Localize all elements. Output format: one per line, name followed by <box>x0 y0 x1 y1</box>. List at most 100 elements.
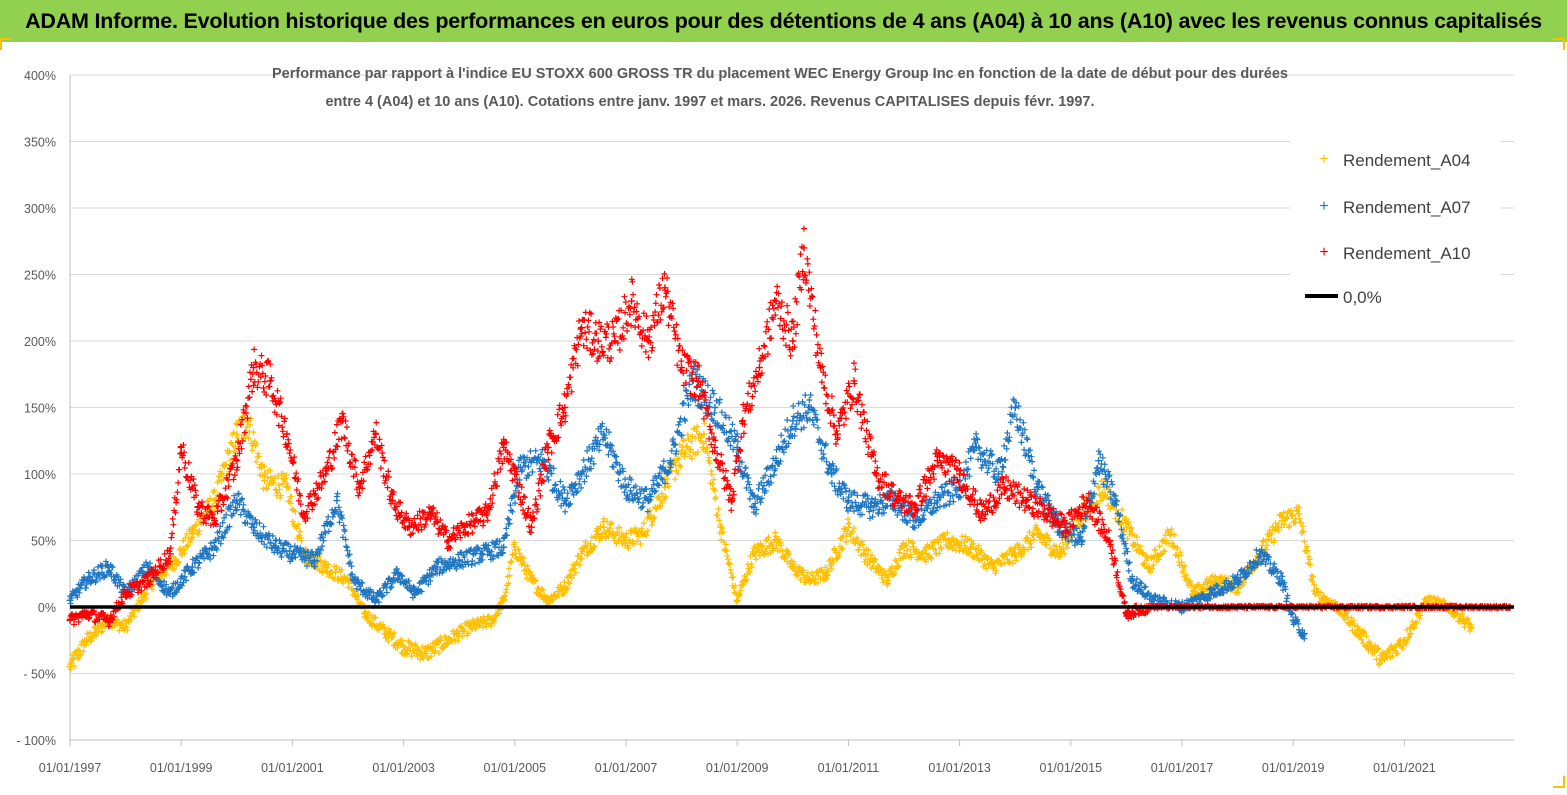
y-tick-label: 50% <box>31 535 56 549</box>
data-point <box>322 563 330 571</box>
data-point <box>728 497 736 505</box>
data-point <box>166 550 174 558</box>
x-tick-label: 01/01/2001 <box>261 761 324 775</box>
data-point <box>1000 483 1008 491</box>
banner <box>0 0 1567 42</box>
y-tick-label: 150% <box>24 402 56 416</box>
data-point <box>989 563 997 571</box>
data-point <box>433 563 441 571</box>
y-tick-label: 100% <box>24 468 56 482</box>
corner-marker-top-right <box>1553 38 1565 50</box>
data-point <box>194 503 202 511</box>
x-tick-label: 01/01/2013 <box>928 761 991 775</box>
data-point <box>105 616 113 624</box>
data-point <box>1061 523 1069 531</box>
data-point <box>283 430 291 438</box>
data-point <box>1467 623 1475 631</box>
data-point <box>933 457 941 465</box>
data-point <box>338 417 346 425</box>
data-point <box>1278 517 1286 525</box>
data-point <box>66 616 74 624</box>
data-point <box>1311 590 1319 598</box>
performance-chart: 400% 350% 300% 250% 200% 150% 100% 50% 0% - 50% - … <box>16 66 1514 775</box>
data-point <box>1033 483 1041 491</box>
data-point <box>772 457 780 465</box>
data-point <box>66 596 74 604</box>
data-point <box>1167 530 1175 538</box>
data-point <box>211 517 219 525</box>
data-point <box>105 563 113 571</box>
data-point <box>266 377 274 385</box>
data-point <box>894 497 902 505</box>
data-point <box>844 497 852 505</box>
data-point <box>711 404 719 411</box>
series-markers <box>67 413 1475 673</box>
x-tick-label: 01/01/2019 <box>1262 761 1325 775</box>
legend-item-a10: + Rendement_A10 <box>1319 244 1470 263</box>
data-point <box>1211 576 1219 584</box>
data-point <box>1033 530 1041 538</box>
data-point <box>900 543 908 551</box>
x-axis-ticks: 01/01/1997 01/01/1999 01/01/2001 01/01/2003… <box>39 740 1436 775</box>
data-point <box>861 550 869 558</box>
data-point <box>944 537 952 544</box>
data-point <box>422 650 430 658</box>
data-point <box>561 583 569 591</box>
data-point <box>144 563 152 571</box>
data-point <box>1011 404 1019 411</box>
data-point <box>1234 576 1242 584</box>
data-point <box>233 430 241 438</box>
y-tick-label: 350% <box>24 136 56 150</box>
data-point <box>644 337 652 345</box>
data-point <box>1356 630 1364 638</box>
data-point <box>956 470 964 478</box>
data-point <box>772 297 780 305</box>
data-point <box>1111 497 1119 505</box>
x-tick-label: 01/01/2015 <box>1040 761 1103 775</box>
data-point <box>911 503 919 511</box>
corner-marker-bottom-right <box>1553 776 1565 788</box>
data-point <box>172 556 180 564</box>
data-point <box>1045 510 1053 518</box>
legend-item-zero: 0,0% <box>1305 288 1382 307</box>
data-point <box>739 417 747 425</box>
data-point <box>233 497 241 505</box>
data-point <box>1011 550 1019 558</box>
data-point <box>578 550 586 558</box>
data-point <box>383 630 391 638</box>
data-point <box>122 590 130 598</box>
data-point <box>578 470 586 478</box>
data-point <box>911 517 919 525</box>
data-point <box>1206 590 1214 598</box>
data-point <box>516 463 524 471</box>
data-point <box>717 523 725 531</box>
data-point <box>261 477 269 485</box>
data-point <box>249 523 257 531</box>
data-point <box>817 364 825 372</box>
data-point <box>300 510 308 518</box>
x-tick-label: 01/01/2011 <box>818 761 880 775</box>
data-point <box>188 563 196 571</box>
data-point <box>372 596 380 604</box>
data-point <box>1256 550 1264 558</box>
data-point <box>733 596 741 604</box>
data-point <box>350 576 358 584</box>
y-tick-label: - 50% <box>23 668 56 682</box>
data-point <box>711 443 719 451</box>
data-point <box>500 543 508 551</box>
y-tick-label: 300% <box>24 202 56 216</box>
y-tick-label: 250% <box>24 269 56 283</box>
data-point <box>1278 576 1286 584</box>
chart-title-line-2: entre 4 (A04) et 10 ans (A10). Cotations… <box>325 94 1094 110</box>
data-point <box>527 523 535 531</box>
data-point <box>844 523 852 531</box>
chart-area: 400% 350% 300% 250% 200% 150% 100% 50% 0% - 50% - … <box>0 42 1567 790</box>
data-point <box>466 623 474 631</box>
data-point <box>411 590 419 598</box>
data-point <box>1022 497 1030 505</box>
data-point <box>477 550 485 558</box>
data-point <box>400 643 408 651</box>
data-point <box>750 503 758 511</box>
data-point <box>1300 630 1308 638</box>
data-point <box>933 497 941 505</box>
